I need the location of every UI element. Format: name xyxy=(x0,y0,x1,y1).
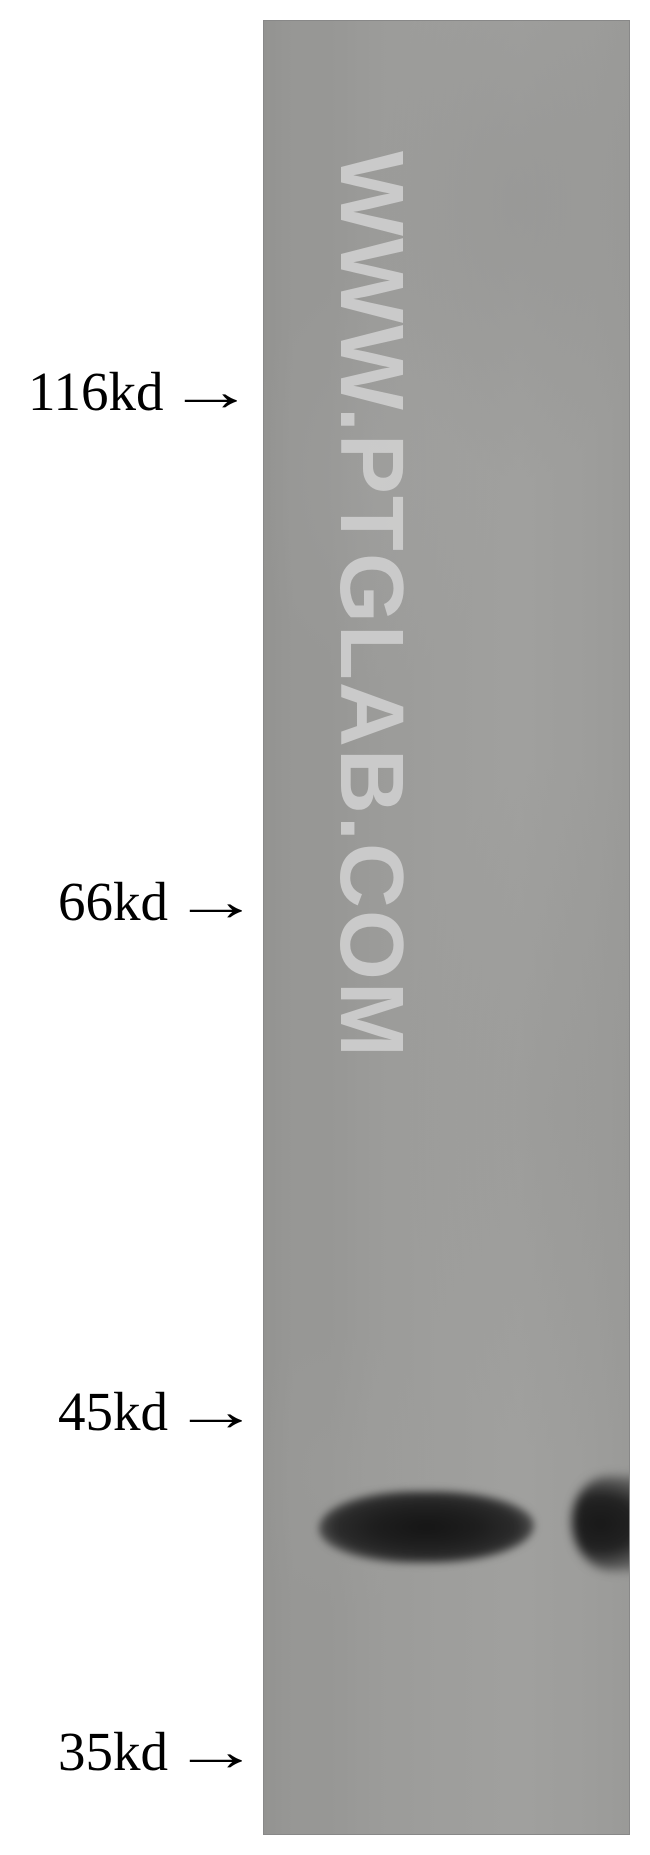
mw-marker-label: 66kd xyxy=(58,870,168,933)
mw-marker-45kd: 45kd → xyxy=(58,1380,227,1443)
protein-band-main xyxy=(319,1491,534,1563)
mw-marker-label: 35kd xyxy=(58,1720,168,1783)
mw-marker-66kd: 66kd → xyxy=(58,870,227,933)
mw-marker-label: 45kd xyxy=(58,1380,168,1443)
western-blot-lane: WWW.PTGLAB.COM xyxy=(263,20,630,1835)
mw-marker-35kd: 35kd → xyxy=(58,1720,227,1783)
right-arrow-icon: → xyxy=(172,1724,260,1779)
right-arrow-icon: → xyxy=(167,364,255,419)
mw-marker-label: 116kd xyxy=(28,360,163,423)
mw-marker-116kd: 116kd → xyxy=(28,360,222,423)
right-arrow-icon: → xyxy=(172,1384,260,1439)
right-arrow-icon: → xyxy=(172,874,260,929)
